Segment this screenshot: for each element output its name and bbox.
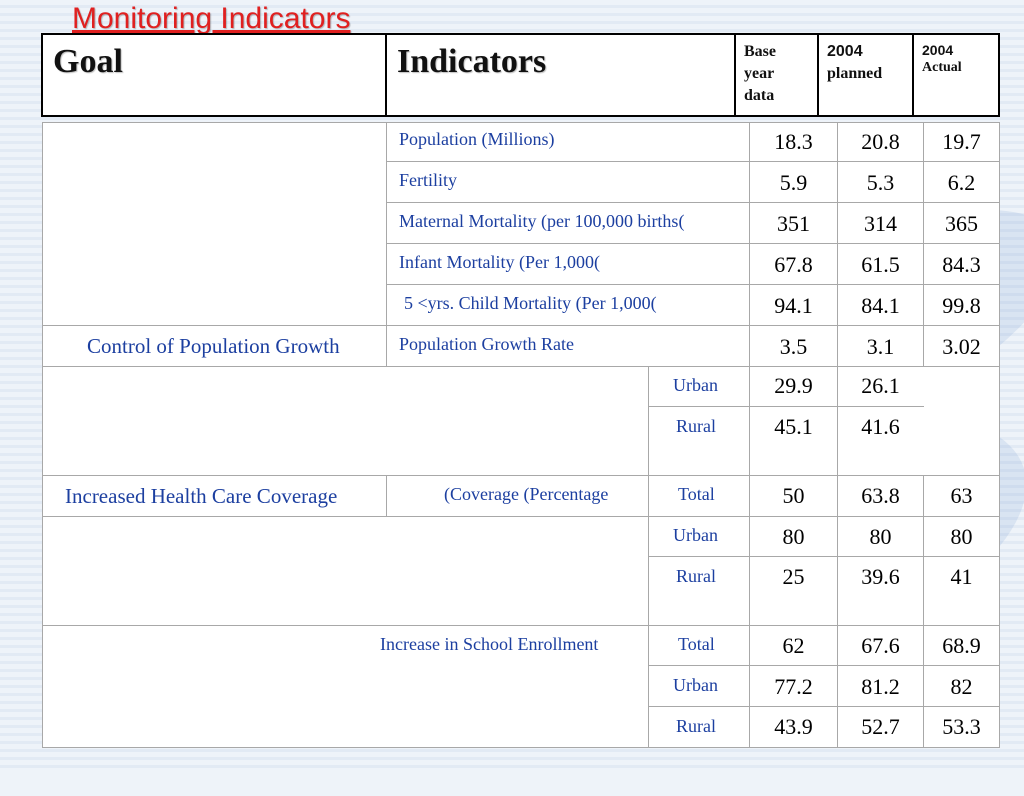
indicator-label: Population Growth Rate [399, 334, 574, 354]
planned-value: 67.6 [861, 633, 900, 658]
base-value: 3.5 [779, 334, 808, 359]
grid-line [386, 122, 387, 366]
header-base-year-data: Base year data [744, 43, 776, 104]
planned-value: 61.5 [861, 252, 900, 277]
planned-value: 26.1 [861, 373, 900, 398]
grid-line [923, 475, 924, 748]
goal-health: Increased Health Care Coverage [65, 484, 338, 508]
actual-value: 365 [945, 211, 978, 236]
base-value: 50 [782, 483, 805, 508]
header-goal-cell: Goal [43, 35, 387, 115]
grid-line [42, 475, 1000, 476]
grid-line [648, 665, 1000, 666]
actual-value: 63 [950, 483, 973, 508]
grid-line [42, 516, 1000, 517]
base-value: 67.8 [774, 252, 813, 277]
actual-value: 41 [950, 564, 973, 589]
actual-value: 6.2 [947, 170, 976, 195]
actual-value: 53.3 [942, 714, 981, 739]
area-label: Rural [676, 416, 716, 436]
grid-line [386, 475, 387, 516]
actual-value: 80 [950, 524, 973, 549]
planned-value: 52.7 [861, 714, 900, 739]
grid-line [42, 366, 1000, 367]
actual-value: 99.8 [942, 293, 981, 318]
grid-line [42, 625, 1000, 626]
header-2004-planned: 2004 planned [827, 43, 883, 82]
indicator-label: Maternal Mortality (per 100,000 births( [399, 211, 685, 231]
indicator-label: Population (Millions) [399, 129, 555, 149]
indicator-label: Fertility [399, 170, 457, 190]
area-label: Urban [673, 375, 718, 395]
base-value: 94.1 [774, 293, 813, 318]
table-header: Goal Indicators Base year data 2004 plan… [41, 33, 1000, 117]
grid-line [923, 122, 924, 366]
grid-line [386, 161, 1000, 162]
base-value: 351 [777, 211, 810, 236]
header-indicators-cell: Indicators [387, 35, 736, 115]
area-label: Urban [673, 675, 718, 695]
grid-line [648, 556, 1000, 557]
grid-border [42, 122, 1000, 123]
base-value: 5.9 [779, 170, 808, 195]
actual-value: 19.7 [942, 129, 981, 154]
base-value: 43.9 [774, 714, 813, 739]
grid-line [749, 122, 750, 748]
planned-value: 63.8 [861, 483, 900, 508]
base-value: 62 [782, 633, 805, 658]
grid-line [386, 243, 1000, 244]
actual-value: 82 [950, 674, 973, 699]
indicator-label: Infant Mortality (Per 1,000( [399, 252, 600, 272]
base-value: 77.2 [774, 674, 813, 699]
slide-title: Monitoring Indicators [72, 2, 351, 35]
grid-line [648, 366, 649, 748]
planned-value: 5.3 [866, 170, 895, 195]
grid-border [999, 122, 1000, 748]
planned-value: 84.1 [861, 293, 900, 318]
header-base-cell: Base year data [736, 35, 819, 115]
area-label: Total [678, 484, 715, 504]
actual-value: 84.3 [942, 252, 981, 277]
grid-line [837, 122, 838, 748]
indicators-table: Population (Millions) Fertility Maternal… [42, 122, 1000, 748]
planned-value: 3.1 [866, 334, 895, 359]
grid-border [42, 747, 1000, 748]
actual-value: 68.9 [942, 633, 981, 658]
planned-value: 41.6 [861, 414, 900, 439]
grid-line [648, 406, 924, 407]
area-label: Rural [676, 716, 716, 736]
goal-education: Increase in School Enrollment [380, 634, 599, 654]
goal-population: Control of Population Growth [87, 334, 340, 358]
indicator-label: 5 <yrs. Child Mortality (Per 1,000( [404, 293, 657, 313]
grid-border [42, 122, 43, 748]
grid-line [42, 325, 1000, 326]
base-value: 80 [782, 524, 805, 549]
area-label: Urban [673, 525, 718, 545]
planned-value: 80 [869, 524, 892, 549]
actual-value: 3.02 [942, 334, 981, 359]
grid-line [386, 202, 1000, 203]
planned-value: 314 [864, 211, 897, 236]
header-actual-cell: 2004 Actual [914, 35, 998, 115]
header-planned-cell: 2004 planned [819, 35, 914, 115]
area-label: Total [678, 634, 715, 654]
base-value: 25 [782, 564, 805, 589]
base-value: 45.1 [774, 414, 813, 439]
planned-value: 81.2 [861, 674, 900, 699]
header-indicators: Indicators [397, 43, 547, 80]
grid-line [648, 706, 1000, 707]
indicator-label: (Coverage (Percentage [444, 484, 609, 504]
base-value: 29.9 [774, 373, 813, 398]
planned-value: 39.6 [861, 564, 900, 589]
header-2004-actual: 2004 Actual [922, 42, 962, 75]
planned-value: 20.8 [861, 129, 900, 154]
base-value: 18.3 [774, 129, 813, 154]
area-label: Rural [676, 566, 716, 586]
header-goal: Goal [53, 43, 123, 80]
grid-line [386, 284, 1000, 285]
